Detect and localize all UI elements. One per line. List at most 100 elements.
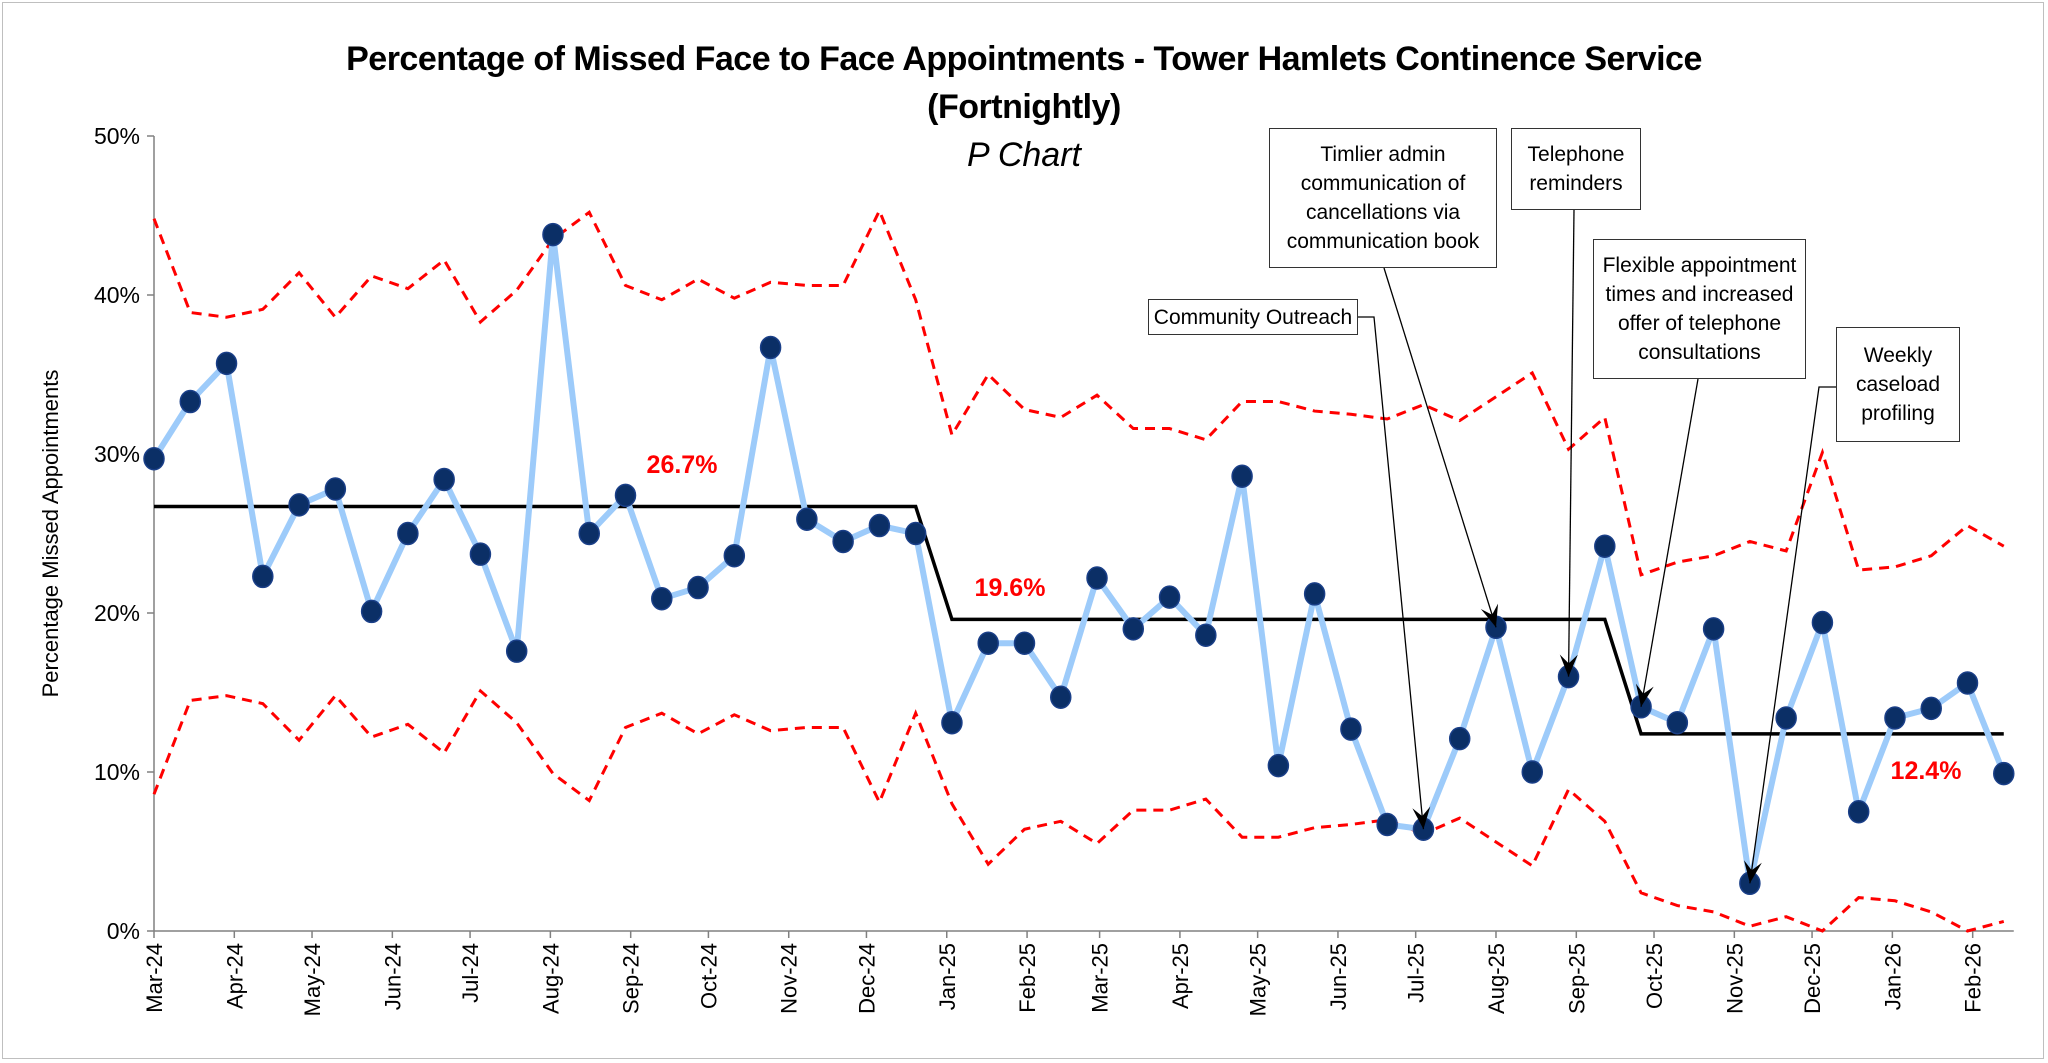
data-point — [904, 521, 927, 546]
data-point — [143, 447, 165, 471]
data-point — [179, 389, 202, 414]
annotation-telephone-reminders: Telephone reminders — [1511, 128, 1641, 210]
data-line — [151, 231, 2007, 887]
x-tick-label: Jan-26 — [1880, 943, 1905, 1010]
annotation-timlier-admin: Timlier admin communication of cancellat… — [1269, 128, 1497, 268]
data-point — [215, 351, 238, 376]
x-tick-label: Mar-25 — [1088, 943, 1113, 1013]
annotation-connector — [1567, 209, 1575, 677]
data-point — [1303, 582, 1326, 606]
data-point — [1884, 706, 1906, 730]
x-tick-label: May-24 — [300, 943, 325, 1016]
x-tick-label: Jan-25 — [935, 943, 960, 1010]
annotation-weekly-caseload: Weekly caseload profiling — [1836, 327, 1960, 442]
x-tick-label: Jul-25 — [1404, 943, 1429, 1003]
data-point — [614, 483, 637, 508]
data-point — [1775, 706, 1797, 730]
data-point — [1267, 753, 1290, 778]
data-point — [977, 631, 999, 655]
data-point — [687, 575, 709, 600]
data-point — [433, 467, 455, 492]
annotation-connector — [1640, 378, 1699, 707]
data-point — [1195, 623, 1217, 648]
data-point — [1448, 726, 1471, 751]
chart-subtitle: P Chart — [966, 136, 1081, 174]
data-point — [1920, 696, 1942, 721]
data-point — [1993, 761, 2015, 786]
annotation-connector — [1749, 386, 1836, 884]
x-tick-label: Oct-24 — [696, 943, 721, 1009]
data-point — [796, 507, 818, 531]
x-tick-label: Jun-25 — [1326, 943, 1351, 1010]
data-point — [1050, 685, 1072, 710]
data-point — [1811, 610, 1834, 635]
y-axis-label: Percentage Missed Appointments — [38, 370, 63, 698]
x-tick-label: Sep-24 — [619, 943, 644, 1014]
data-point — [723, 544, 746, 568]
data-point — [651, 586, 673, 611]
arrowhead-icon — [1480, 603, 1499, 628]
arrowhead-icon — [1635, 683, 1654, 707]
x-tick-label: Oct-25 — [1642, 943, 1667, 1009]
y-tick-label: 0% — [107, 918, 140, 944]
data-point — [941, 710, 963, 735]
data-point — [360, 599, 383, 624]
arrowhead-icon — [1412, 806, 1431, 830]
x-tick-label: Jul-24 — [458, 943, 483, 1003]
y-tick-label: 40% — [94, 282, 140, 308]
data-point — [578, 521, 600, 546]
data-point — [1702, 617, 1725, 641]
x-tick-label: Apr-24 — [222, 943, 247, 1009]
data-point — [1122, 617, 1145, 641]
centre-line-label: 19.6% — [975, 574, 1046, 602]
arrowhead-icon — [1744, 860, 1762, 884]
data-point — [1376, 812, 1398, 837]
x-tick-label: Mar-24 — [142, 943, 167, 1013]
centre-line-label: 12.4% — [1891, 757, 1962, 785]
arrowhead-icon — [1559, 654, 1578, 677]
data-point — [1340, 717, 1362, 741]
annotation-connector — [1358, 316, 1425, 830]
data-point — [832, 529, 854, 554]
x-tick-label: Jun-24 — [380, 943, 405, 1010]
x-tick-label: Aug-24 — [538, 943, 563, 1014]
data-point — [469, 542, 492, 566]
chart-title-line2: (Fortnightly) — [927, 88, 1121, 126]
x-tick-label: Feb-26 — [1961, 943, 1986, 1013]
upper-control-limit-line — [152, 207, 2005, 577]
data-point — [397, 521, 419, 546]
data-point — [1666, 710, 1689, 735]
data-point — [288, 493, 310, 517]
y-tick-label: 20% — [94, 600, 140, 626]
x-tick-label: Feb-25 — [1015, 943, 1040, 1013]
data-point — [1956, 671, 1979, 695]
x-tick-label: Dec-25 — [1800, 943, 1825, 1014]
lower-control-limit-line — [152, 688, 2005, 933]
data-point — [1847, 800, 1870, 824]
x-tick-label: Apr-25 — [1168, 943, 1193, 1009]
data-point — [1231, 464, 1253, 489]
data-point — [324, 477, 347, 501]
x-tick-label: Nov-24 — [777, 943, 802, 1014]
data-point — [252, 564, 274, 589]
x-tick-label: Sep-25 — [1564, 943, 1589, 1014]
data-point — [759, 335, 782, 360]
centre-line — [154, 504, 2004, 736]
data-point — [1594, 534, 1616, 558]
x-tick-label: Aug-25 — [1484, 943, 1509, 1014]
data-point — [505, 639, 528, 663]
data-point — [1521, 760, 1544, 784]
data-point — [542, 222, 564, 247]
y-tick-label: 50% — [94, 123, 140, 149]
annotation-connector — [1383, 267, 1497, 628]
data-point — [1086, 566, 1108, 590]
centre-line-label: 26.7% — [647, 451, 718, 479]
annotation-flexible-appointments: Flexible appointment times and increased… — [1593, 239, 1806, 379]
data-point — [1158, 585, 1181, 609]
x-tick-label: Dec-24 — [854, 943, 879, 1014]
x-tick-label: May-25 — [1246, 943, 1271, 1016]
x-tick-label: Nov-25 — [1722, 943, 1747, 1014]
chart-title: Percentage of Missed Face to Face Appoin… — [346, 40, 1702, 78]
